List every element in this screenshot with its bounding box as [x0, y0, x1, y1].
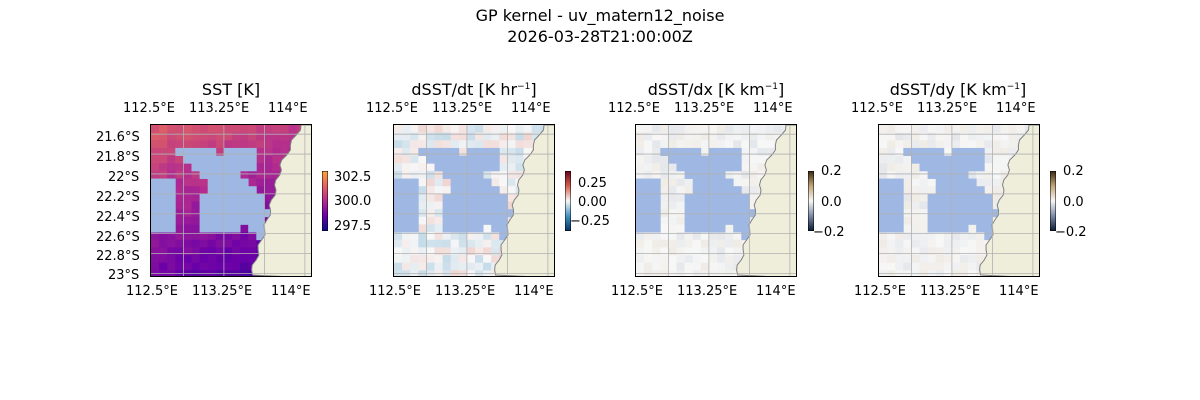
panel-title-dsst-dy: dSST/dy [K km−1] [838, 80, 1078, 99]
ocean-mask [394, 147, 516, 241]
title-bracket: ] [530, 80, 537, 99]
colorbar-tick: 0.2 [1063, 164, 1084, 179]
x-tick-bottom: 112.5°E [369, 284, 421, 299]
x-tick-bottom: 114°E [271, 284, 311, 299]
ocean-mask [636, 147, 758, 241]
title-superscript: −1 [517, 82, 531, 92]
dsst-dt-colorbar [565, 171, 571, 231]
colorbar-tick: 0.0 [1063, 195, 1084, 210]
colorbar-tick: 0.0 [821, 195, 842, 210]
colorbar-tick: 0.2 [821, 164, 842, 179]
dsst-dt-map [393, 124, 555, 277]
x-tick-top: 112.5°E [851, 101, 903, 116]
grid-lines [394, 125, 554, 276]
x-tick-bottom: 114°E [999, 284, 1039, 299]
y-tick: 22.6°S [96, 230, 140, 245]
title-bracket: ] [778, 80, 785, 99]
panel-title-dsst-dt: dSST/dt [K hr−1] [354, 80, 594, 99]
colorbar-tick: −0.2 [813, 225, 845, 240]
y-tick: 22°S [108, 170, 140, 185]
sst-map [150, 124, 312, 277]
y-tick: 22.4°S [96, 210, 140, 225]
dsst-dx-colorbar [808, 171, 814, 231]
x-tick-bottom: 112.5°E [611, 284, 663, 299]
colorbar-tick: 0.00 [578, 195, 607, 210]
colorbar-tick: 302.5 [334, 170, 372, 185]
land-mass [494, 125, 554, 276]
ocean-mask [151, 147, 273, 241]
x-tick-bottom: 113.25°E [677, 284, 738, 299]
colorbar-tick: 300.0 [334, 194, 372, 209]
land-mass [251, 125, 311, 276]
figure-title: GP kernel - uv_matern12_noise [475, 6, 725, 25]
x-tick-bottom: 114°E [514, 284, 554, 299]
x-tick-top: 113.25°E [917, 101, 978, 116]
y-tick: 23°S [108, 268, 140, 283]
y-tick: 21.6°S [96, 130, 140, 145]
x-tick-top: 112.5°E [123, 101, 175, 116]
colorbar-tick: 0.25 [578, 176, 607, 191]
x-tick-bottom: 113.25°E [435, 284, 496, 299]
x-tick-bottom: 112.5°E [126, 284, 178, 299]
x-tick-top: 114°E [511, 101, 551, 116]
title-bracket: ] [1020, 80, 1027, 99]
grid-lines [636, 125, 796, 276]
dsst-dy-map [878, 124, 1040, 277]
y-tick: 21.8°S [96, 150, 140, 165]
x-tick-top: 113.25°E [674, 101, 735, 116]
x-tick-top: 113.25°E [189, 101, 250, 116]
title-text: dSST/dx [K km [647, 80, 765, 99]
x-tick-top: 114°E [996, 101, 1036, 116]
dsst-dy-heatmap [879, 125, 1039, 276]
colorbar-tick: −0.2 [1055, 225, 1087, 240]
dsst-dt-heatmap [394, 125, 554, 276]
x-tick-top: 114°E [268, 101, 308, 116]
x-tick-bottom: 113.25°E [192, 284, 253, 299]
title-superscript: −1 [764, 82, 779, 92]
ocean-mask [879, 147, 1001, 241]
land-mass [979, 125, 1039, 276]
x-tick-top: 112.5°E [608, 101, 660, 116]
colorbar-tick: 297.5 [334, 219, 372, 234]
title-text: dSST/dy [K km [889, 80, 1007, 99]
title-superscript: −1 [1006, 82, 1021, 92]
x-tick-bottom: 114°E [756, 284, 796, 299]
grid-lines [879, 125, 1039, 276]
figure-subtitle: 2026-03-28T21:00:00Z [507, 27, 693, 46]
x-tick-top: 114°E [753, 101, 793, 116]
dsst-dx-map [635, 124, 797, 277]
x-tick-top: 112.5°E [366, 101, 418, 116]
panel-title-sst: SST [K] [201, 80, 261, 99]
sst-heatmap [151, 125, 311, 276]
sst-colorbar [322, 171, 328, 231]
dsst-dy-colorbar [1050, 171, 1056, 231]
panel-title-dsst-dx: dSST/dx [K km−1] [596, 80, 836, 99]
x-tick-top: 113.25°E [432, 101, 493, 116]
title-text: dSST/dt [K hr [411, 80, 518, 99]
land-mass [736, 125, 796, 276]
x-tick-bottom: 112.5°E [854, 284, 906, 299]
colorbar-tick: −0.25 [570, 214, 610, 229]
x-tick-bottom: 113.25°E [920, 284, 981, 299]
y-tick: 22.2°S [96, 190, 140, 205]
dsst-dx-heatmap [636, 125, 796, 276]
y-tick: 22.8°S [96, 249, 140, 264]
grid-lines [151, 125, 311, 276]
